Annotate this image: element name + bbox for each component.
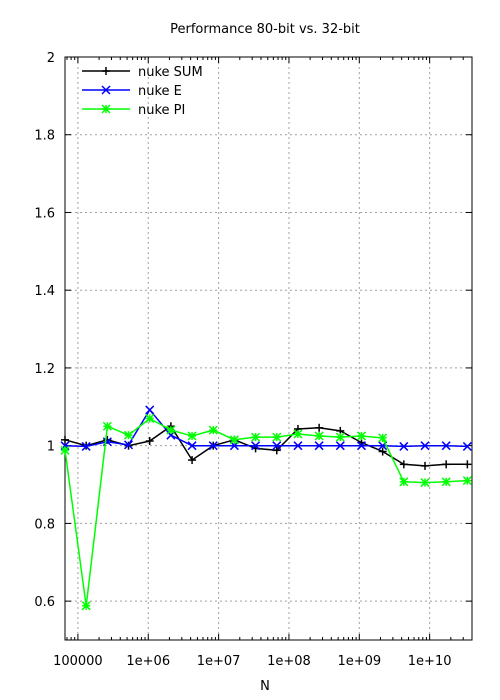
- data-point: [420, 441, 430, 451]
- data-point: [420, 478, 430, 488]
- y-tick-label: 1.2: [34, 362, 55, 377]
- data-point: [356, 441, 367, 451]
- y-tick-label: 1.6: [34, 206, 55, 221]
- data-point: [314, 431, 324, 441]
- x-axis-label: N: [260, 679, 270, 694]
- data-point: [441, 477, 451, 487]
- y-tick-label: 0.8: [34, 517, 55, 532]
- data-point: [187, 431, 197, 441]
- data-point: [399, 460, 408, 469]
- data-point: [61, 435, 69, 444]
- data-point: [462, 476, 472, 486]
- x-tick-label: 1e+09: [337, 654, 381, 669]
- data-point: [123, 440, 134, 450]
- legend-entry: nuke E: [82, 84, 182, 99]
- legend-entry: nuke SUM: [82, 65, 203, 80]
- data-point: [81, 601, 91, 611]
- series-nuke-e: [60, 405, 472, 451]
- chart-title: Performance 80-bit vs. 32-bit: [170, 22, 360, 37]
- data-point: [102, 421, 112, 431]
- data-point: [251, 432, 261, 442]
- data-point: [208, 441, 218, 451]
- data-point: [187, 441, 197, 451]
- grid: [65, 57, 472, 640]
- data-point: [399, 441, 409, 451]
- y-tick-label: 2: [47, 51, 55, 66]
- legend-label: nuke E: [138, 84, 182, 99]
- data-point: [293, 441, 303, 451]
- data-point: [251, 441, 261, 451]
- data-point: [293, 429, 303, 439]
- x-tick-label: 1e+07: [197, 654, 241, 669]
- legend-marker: [101, 85, 111, 95]
- data-point: [60, 445, 70, 455]
- legend-label: nuke SUM: [138, 65, 203, 80]
- series-nuke-pi: [60, 413, 472, 611]
- data-point: [314, 441, 324, 451]
- data-point: [123, 430, 134, 440]
- data-point: [166, 425, 176, 435]
- data-point: [145, 437, 154, 446]
- x-tick-label: 100000: [53, 654, 103, 669]
- data-point: [378, 447, 387, 456]
- legend: nuke SUM nuke E nuke PI: [82, 65, 203, 118]
- series-group: [60, 405, 472, 611]
- x-tick-label: 1e+10: [408, 654, 452, 669]
- data-point: [229, 435, 239, 445]
- data-point: [441, 441, 451, 451]
- data-point: [315, 423, 324, 432]
- data-point: [463, 460, 472, 469]
- data-point: [356, 431, 367, 441]
- data-point: [145, 413, 155, 423]
- data-point: [335, 432, 345, 442]
- x-tick-label: 1e+08: [267, 654, 311, 669]
- y-tick-label: 1.4: [34, 284, 55, 299]
- data-point: [335, 441, 345, 451]
- y-tick-label: 1: [47, 440, 55, 455]
- data-point: [272, 446, 281, 455]
- data-point: [421, 461, 430, 470]
- legend-marker: [102, 67, 110, 75]
- legend-label: nuke PI: [138, 103, 185, 118]
- data-point: [145, 405, 155, 415]
- axis-ticks: 0.6 0.8 1 1.2 1.4 1.6 1.8 2 100000 1e+06 1e+07 1e+0…: [34, 51, 472, 669]
- legend-marker: [101, 104, 111, 114]
- data-point: [462, 441, 472, 451]
- plot-frame: [64, 56, 473, 641]
- legend-entry: nuke PI: [82, 103, 185, 118]
- data-point: [399, 477, 409, 487]
- data-point: [272, 441, 282, 451]
- data-point: [188, 456, 197, 465]
- y-tick-label: 0.6: [34, 595, 55, 610]
- data-point: [81, 441, 91, 451]
- data-point: [272, 432, 282, 442]
- data-point: [378, 433, 388, 443]
- data-point: [442, 460, 451, 469]
- y-tick-label: 1.8: [34, 129, 55, 144]
- x-tick-label: 1e+06: [126, 654, 170, 669]
- data-point: [208, 425, 218, 435]
